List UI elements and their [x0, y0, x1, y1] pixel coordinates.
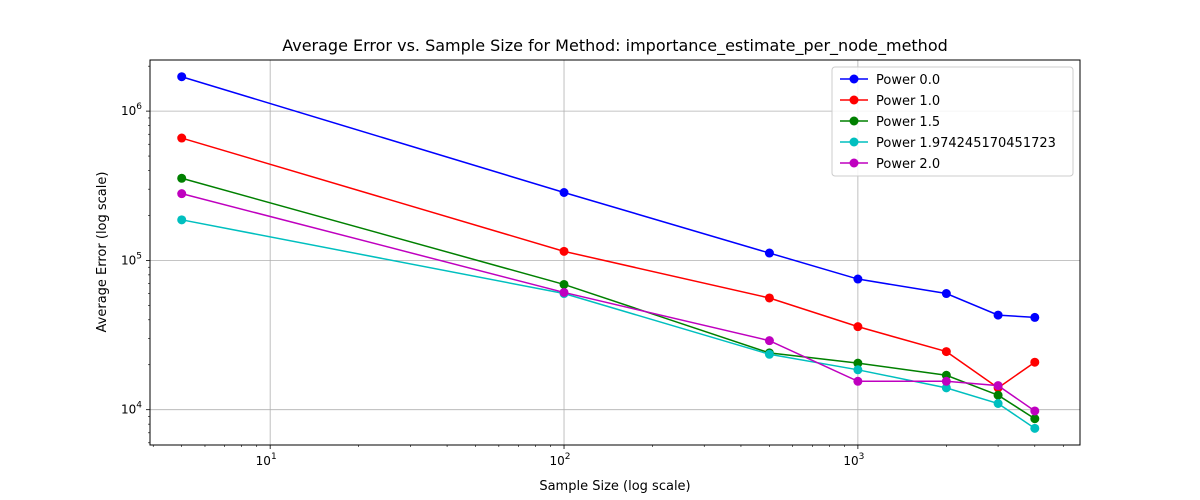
chart-title: Average Error vs. Sample Size for Method… — [282, 36, 948, 56]
data-point — [1030, 312, 1040, 322]
y-tick-label: 104 — [121, 401, 142, 417]
data-point — [853, 322, 863, 332]
data-point — [177, 189, 187, 199]
data-point — [993, 310, 1003, 320]
data-point — [559, 279, 569, 289]
data-point — [177, 215, 187, 225]
data-point — [764, 336, 774, 346]
legend-label: Power 0.0 — [876, 73, 940, 88]
data-point — [853, 358, 863, 368]
series-line — [181, 177, 1036, 420]
legend-marker — [849, 95, 859, 105]
data-point — [853, 376, 863, 386]
legend-item: Power 1.974245170451723 — [840, 136, 1056, 151]
legend-marker — [849, 74, 859, 84]
data-point — [993, 381, 1003, 391]
x-tick-label: 101 — [256, 452, 277, 468]
legend-label: Power 1.0 — [876, 94, 940, 109]
series-4 — [177, 189, 1040, 416]
data-point — [941, 289, 951, 299]
data-point — [853, 274, 863, 284]
data-point — [1030, 406, 1040, 416]
data-point — [1030, 357, 1040, 367]
series-0 — [177, 72, 1040, 322]
data-point — [941, 376, 951, 386]
data-point — [1030, 414, 1040, 424]
data-point — [177, 173, 187, 183]
data-point — [941, 383, 951, 393]
data-point — [559, 246, 569, 256]
legend-label: Power 1.5 — [876, 115, 940, 130]
data-point — [177, 72, 187, 82]
series-group — [177, 72, 1040, 433]
legend-box — [831, 66, 1074, 177]
x-axis-label: Sample Size (log scale) — [539, 479, 690, 494]
legend-marker — [849, 158, 859, 168]
data-point — [559, 188, 569, 198]
y-tick-label: 105 — [121, 251, 142, 267]
y-axis-label: Average Error (log scale) — [95, 172, 110, 333]
legend: Power 0.0 Power 1.0 Power 1.5 Power 1.97424… — [831, 66, 1074, 177]
data-point — [853, 365, 863, 375]
legend-label: Power 1.974245170451723 — [876, 136, 1056, 151]
series-2 — [177, 173, 1040, 424]
plot-frame — [149, 59, 1081, 446]
y-tick-label: 106 — [121, 102, 142, 118]
axis-ticks: 101 102 103 104 105 106 — [121, 65, 1064, 468]
data-point — [764, 293, 774, 303]
x-tick-label: 102 — [550, 452, 571, 468]
data-point — [941, 347, 951, 357]
legend-item: Power 2.0 — [840, 157, 940, 172]
data-point — [559, 287, 569, 297]
series-line — [181, 219, 1036, 429]
data-point — [764, 248, 774, 258]
data-point — [764, 349, 774, 359]
data-point — [177, 133, 187, 143]
legend-marker — [849, 116, 859, 126]
data-point — [993, 390, 1003, 400]
series-line — [181, 192, 1036, 412]
legend-marker — [849, 137, 859, 147]
legend-item: Power 0.0 — [840, 73, 940, 88]
legend-item: Power 1.5 — [840, 115, 940, 130]
x-tick-label: 103 — [843, 452, 864, 468]
data-point — [1030, 423, 1040, 433]
legend-label: Power 2.0 — [876, 157, 940, 172]
series-3 — [177, 215, 1040, 433]
data-point — [993, 399, 1003, 409]
legend-item: Power 1.0 — [840, 94, 940, 109]
